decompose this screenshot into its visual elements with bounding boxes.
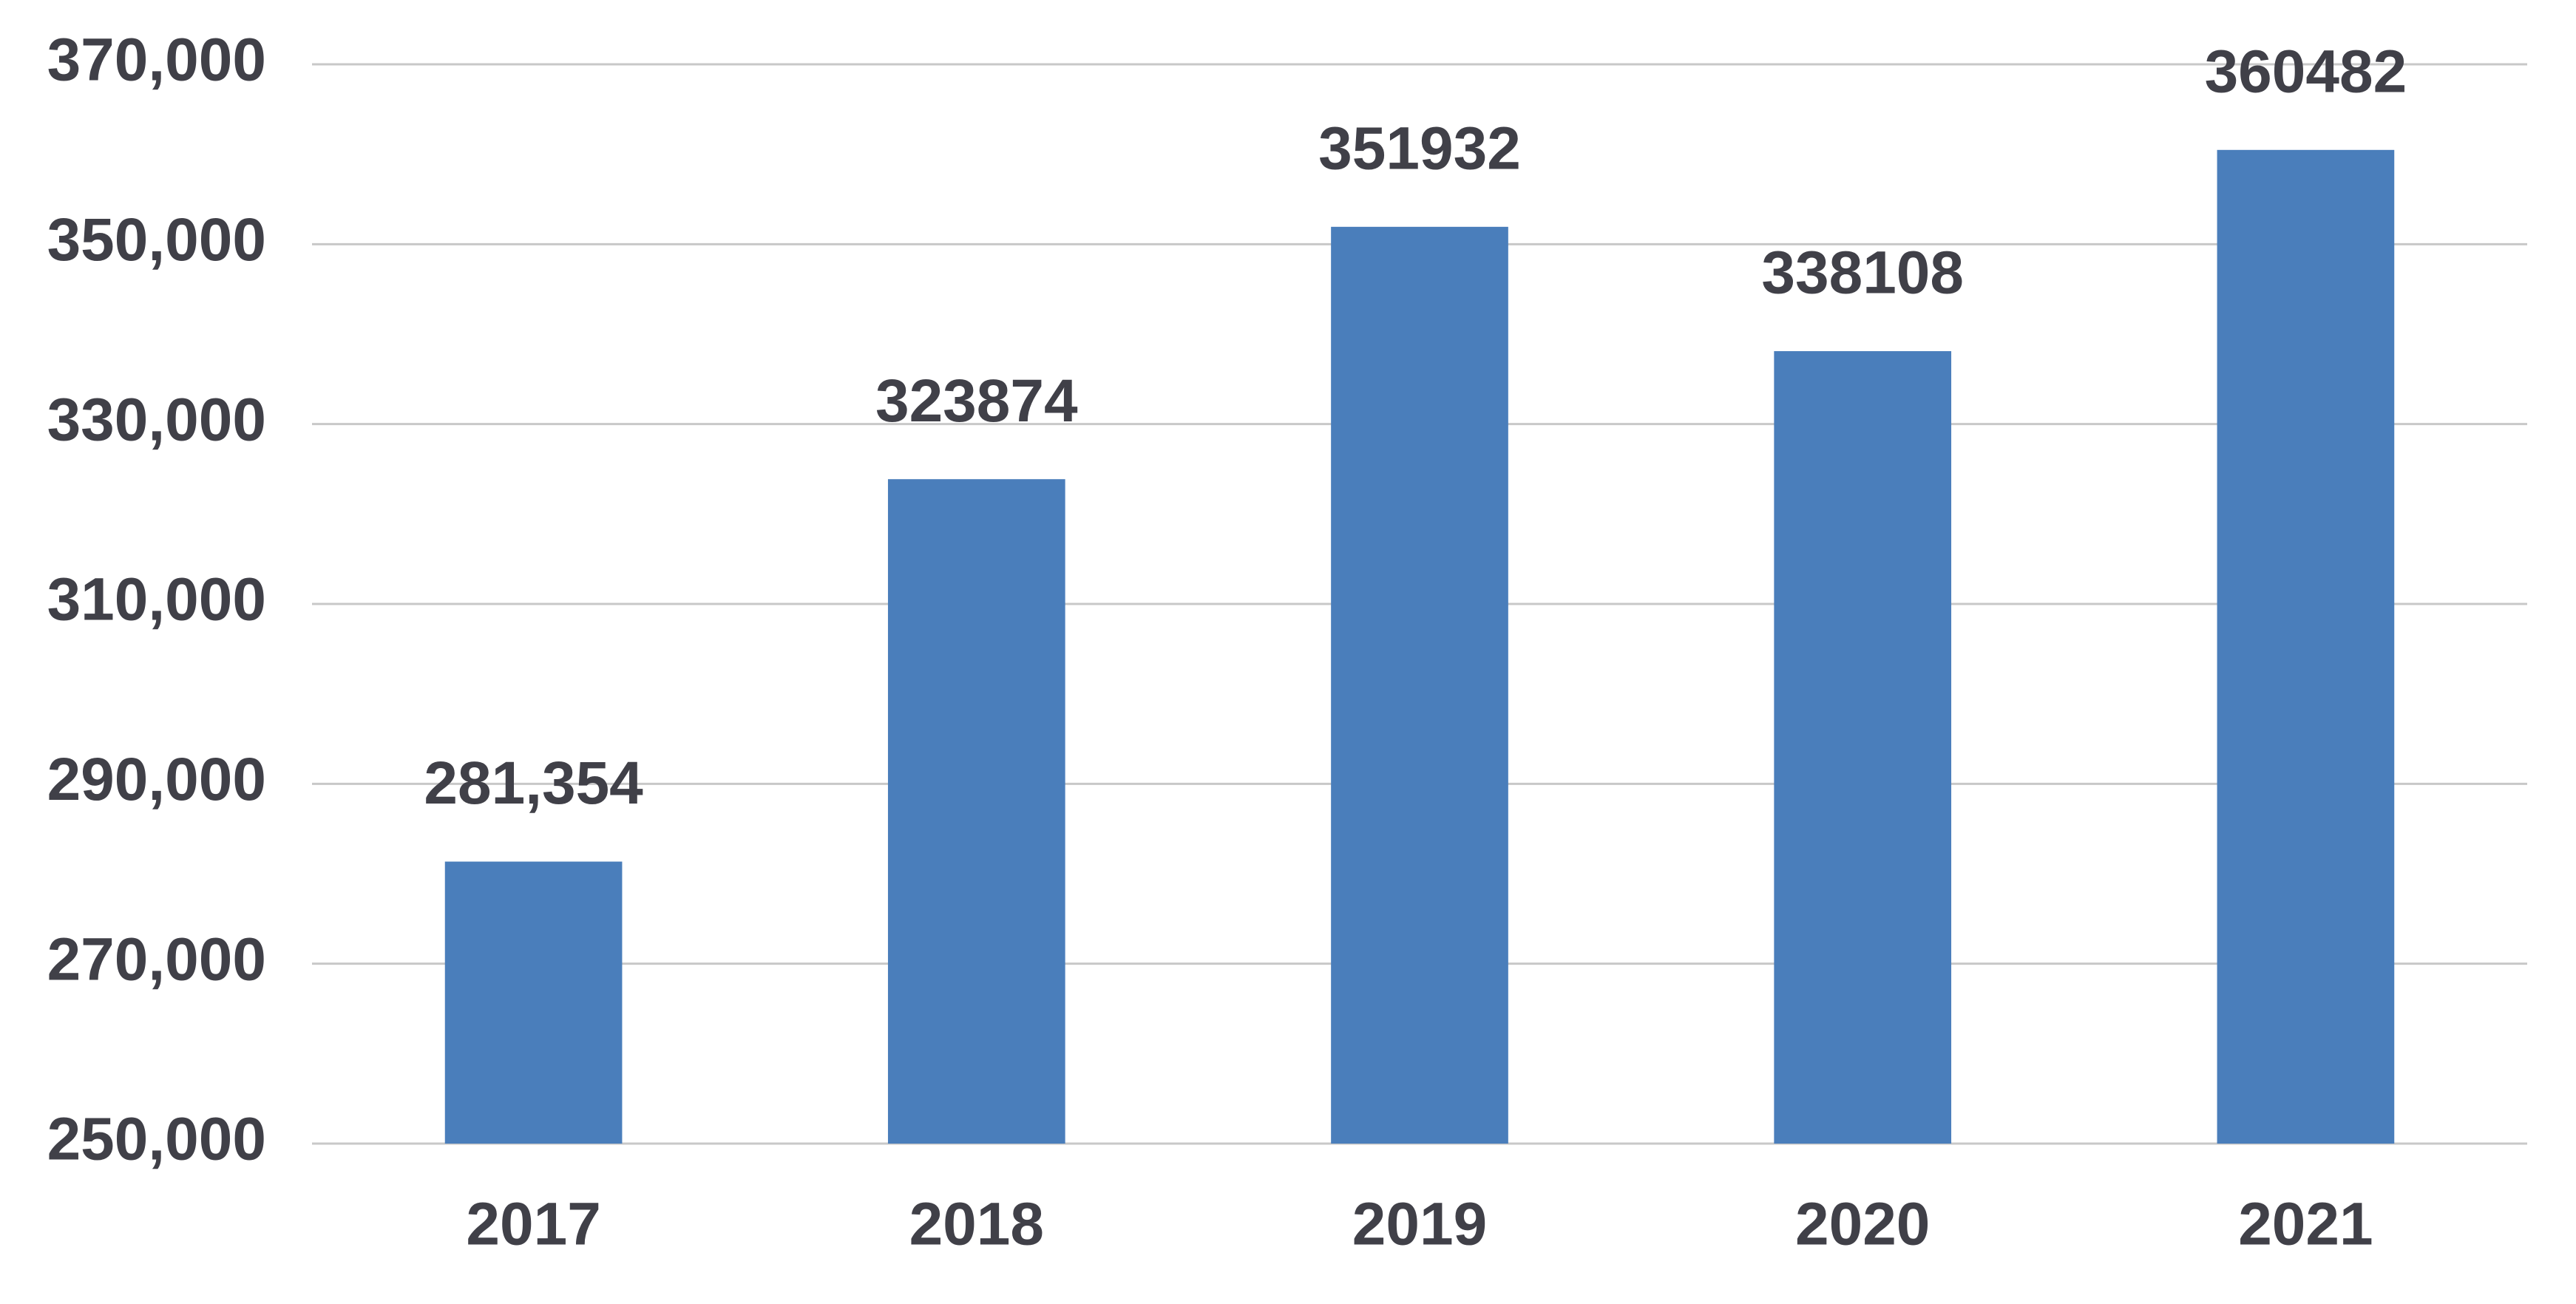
bar [2217,149,2395,1144]
bar [1774,351,1952,1144]
x-tick-label: 2020 [1795,1191,1930,1258]
y-tick-label: 370,000 [47,27,266,94]
y-tick-label: 250,000 [47,1106,266,1173]
bar [1331,226,1508,1144]
y-tick-label: 330,000 [47,386,266,453]
data-label: 351932 [1318,115,1521,182]
x-tick-label: 2018 [909,1191,1044,1258]
bar [887,479,1065,1144]
x-tick-label: 2019 [1352,1191,1487,1258]
y-tick-label: 350,000 [47,206,266,274]
bar [444,861,623,1144]
data-label: 281,354 [424,750,643,817]
x-tick-label: 2021 [2238,1191,2373,1258]
x-tick-label: 2017 [466,1191,600,1258]
y-tick-label: 270,000 [47,926,266,993]
y-tick-label: 290,000 [47,746,266,813]
data-label: 338108 [1761,240,1964,307]
data-label: 323874 [875,367,1078,435]
y-tick-label: 310,000 [47,566,266,634]
data-label: 360482 [2205,38,2407,105]
